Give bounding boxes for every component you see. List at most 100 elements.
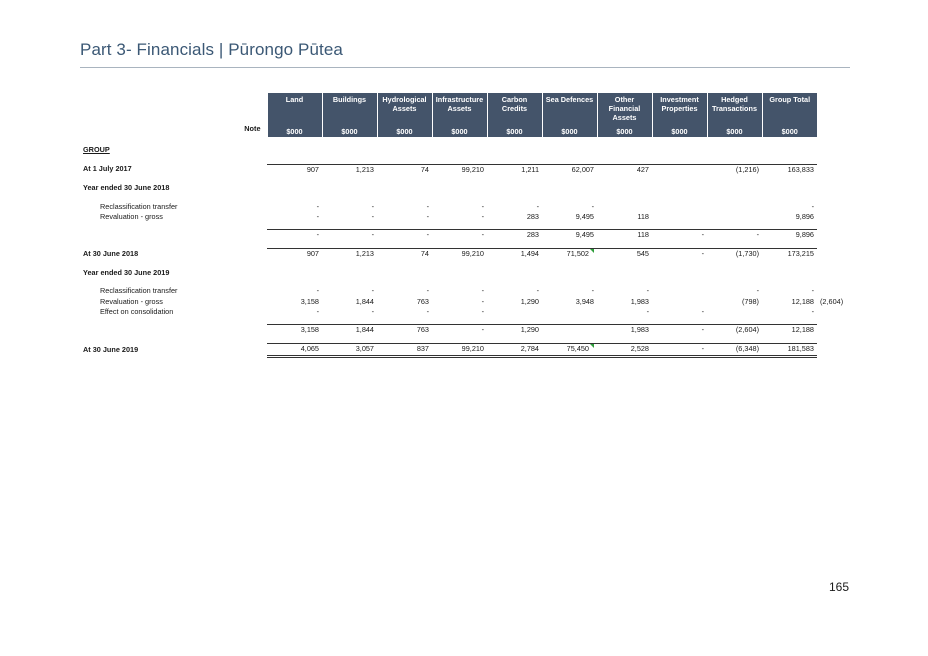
table-cell: -: [481, 296, 484, 306]
table-cell: [542, 307, 597, 318]
table-cell: 1,983: [597, 323, 652, 335]
table-cell: [542, 323, 597, 335]
table-cell: 71,502: [542, 248, 597, 260]
comment-marker-icon: [590, 344, 594, 348]
table-cell: -: [652, 323, 707, 335]
table-cell: -: [316, 307, 319, 316]
table-cell: 74: [377, 248, 432, 260]
group-label: GROUP: [83, 145, 110, 154]
table-cell: 1,290: [487, 323, 542, 335]
table-cell: [652, 163, 707, 175]
section-heading: Year ended 30 June 2019: [83, 267, 170, 277]
comment-marker-icon: [590, 249, 594, 253]
table-cell: -: [756, 286, 759, 295]
table-cell: -: [426, 307, 429, 316]
table-cell: 427: [597, 163, 652, 175]
unit-label: $000: [761, 122, 817, 137]
table-cell: 837: [377, 343, 432, 358]
table-cell: 1,494: [487, 248, 542, 260]
table-cell: (2,604): [707, 323, 762, 335]
table-cell: 1,844: [322, 323, 377, 335]
table-cell: 283: [526, 212, 539, 221]
table-row: At 1 July 2017 907 1,213 74 99,210 1,211 62,00…: [80, 163, 852, 175]
page-number: 165: [829, 580, 850, 594]
table-cell: 62,007: [542, 163, 597, 175]
unit-label: $000: [486, 122, 542, 137]
table-cell: 9,896: [795, 212, 814, 221]
table-cell: -: [426, 212, 429, 221]
table-cell: -: [481, 212, 484, 221]
table-row: Revaluation - gross 3,158 1,844 763 - 1,290 3,…: [80, 297, 852, 308]
table-cell: -: [536, 286, 539, 295]
table-cell: -: [811, 286, 814, 295]
table-row: 3,158 1,844 763-1,290 1,983- (2,604) 12,188: [80, 323, 852, 335]
row-label: At 1 July 2017: [83, 164, 132, 174]
table-cell: 173,215: [762, 248, 817, 260]
table-cell: -: [811, 307, 814, 316]
unit-label: $000: [431, 122, 487, 137]
table-cell: 181,583: [762, 343, 817, 358]
table-cell: (1,730): [707, 248, 762, 260]
table-cell: 75,450: [542, 343, 597, 358]
table-cell: 3,057: [322, 343, 377, 358]
table-cell: 763: [416, 296, 429, 306]
unit-label: $000: [376, 122, 432, 137]
table-cell: (6,348): [707, 343, 762, 358]
table-cell: 9,495: [575, 212, 594, 221]
table-cell: -: [371, 307, 374, 316]
table-row: At 30 June 2018 907 1,213 74 99,210 1,494 71,5…: [80, 248, 852, 260]
row-label: At 30 June 2019: [83, 344, 139, 354]
table-cell: -: [432, 323, 487, 335]
table-cell: -: [652, 248, 707, 260]
table-row: Revaluation - gross - - - - 283 9,495 118 9,896: [80, 212, 852, 223]
title-divider: [80, 67, 850, 68]
table-cell: 118: [637, 212, 649, 221]
unit-label: $000: [651, 122, 707, 137]
table-cell: [652, 212, 707, 223]
table-row: Year ended 30 June 2019: [80, 268, 852, 279]
table-cell: 99,210: [432, 248, 487, 260]
row-label: At 30 June 2018: [83, 248, 139, 258]
column-header: Carbon Credits: [486, 93, 542, 122]
table-cell: -: [316, 201, 319, 211]
table-cell: 1,983: [630, 296, 649, 306]
unit-header-row: Note $000 $000 $000 $000 $000 $000 $000 …: [80, 122, 852, 137]
table-cell: [652, 286, 707, 297]
column-header: Land: [266, 93, 322, 122]
table-cell: 163,833: [762, 163, 817, 175]
table-cell: [597, 202, 652, 213]
table-cell: -: [316, 286, 319, 295]
column-header: Group Total: [761, 93, 817, 122]
table-cell: -: [811, 201, 814, 211]
table-cell: 1,211: [487, 163, 542, 175]
section-heading: Year ended 30 June 2018: [83, 183, 170, 192]
table-cell: -: [701, 307, 704, 316]
column-header: Other Financial Assets: [596, 93, 652, 122]
table-cell: -: [591, 201, 594, 211]
table-cell: 99,210: [432, 163, 487, 175]
table-cell: 2,528: [597, 343, 652, 358]
table-cell: 1,213: [322, 248, 377, 260]
note-label: Note: [244, 124, 261, 133]
table-row: Effect on consolidation - - - - - - -: [80, 307, 852, 318]
table-cell: 1,844: [355, 296, 374, 306]
table-cell: [707, 307, 762, 318]
table-cell: [707, 202, 762, 213]
column-header-row: Land Buildings Hydrological Assets Infra…: [80, 93, 852, 122]
table-cell: -: [426, 201, 429, 211]
table-cell: -: [646, 286, 649, 295]
table-cell: -: [432, 228, 487, 240]
column-header: Buildings: [321, 93, 377, 122]
table-cell: -: [481, 286, 484, 295]
table-cell: -: [322, 228, 377, 240]
table-cell: -: [316, 212, 319, 221]
table-cell-extra: (2,604): [820, 296, 844, 306]
column-header: Sea Defences: [541, 93, 597, 122]
table-row: At 30 June 2019 4,065 3,057 837 99,210 2,784 7…: [80, 343, 852, 358]
table-cell: -: [371, 201, 374, 211]
column-header: Hedged Transactions: [706, 93, 762, 122]
table-cell: 2,784: [487, 343, 542, 358]
table-cell: 907: [267, 163, 322, 175]
table-cell: 9,495: [542, 228, 597, 240]
table-cell: 3,158: [300, 296, 319, 306]
